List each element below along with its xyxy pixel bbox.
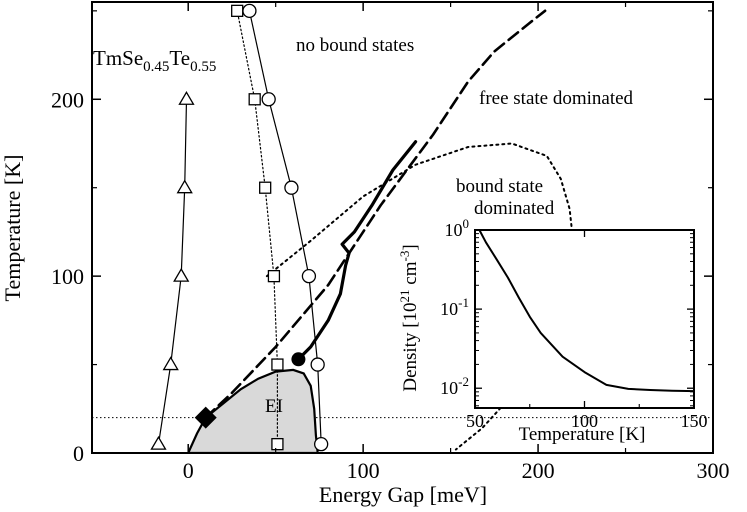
- triangle-marker-2: [173, 267, 190, 282]
- x-tick-label-2: 200: [522, 458, 555, 483]
- material-label: TmSe0.45Te0.55: [93, 46, 216, 75]
- material-sub2: 0.55: [190, 59, 216, 75]
- inset-background: [475, 230, 694, 408]
- x-tick-label-1: 100: [347, 458, 380, 483]
- inset-y-tick-exponent: -2: [458, 374, 469, 389]
- triangle-marker-3: [176, 179, 193, 194]
- series-dashed-line: [204, 9, 547, 419]
- triangle-marker-4: [178, 90, 195, 105]
- label-free-state-dominated: free state dominated: [479, 88, 634, 109]
- square-marker-0: [271, 438, 284, 451]
- inset-curve-layer: [478, 230, 694, 393]
- inset-y-tick-exponent: -1: [458, 295, 469, 310]
- inset-y-axis-title: Density [1021 cm-3]: [397, 244, 421, 391]
- x-axis-title: Energy Gap [meV]: [319, 482, 487, 507]
- circle-marker-2: [301, 268, 317, 284]
- circle-marker-4: [261, 92, 276, 107]
- x-tick-label-0: 0: [183, 458, 194, 483]
- critical-point-diamond: [194, 406, 217, 429]
- series-circle-line: [248, 10, 322, 445]
- inset-y-tick-base: 10: [440, 378, 458, 398]
- inset-ylabel-sup1: 21: [397, 289, 412, 302]
- y-axis-title: Temperature [K]: [0, 155, 25, 302]
- inset-y-tick-label-2: 10-2: [440, 374, 469, 398]
- x-tick-label-3: 300: [697, 458, 730, 483]
- inset-ylabel-end: ]: [400, 244, 421, 250]
- square-marker-3: [259, 181, 272, 194]
- inset-x-tick-label-2: 150: [681, 411, 708, 431]
- inset-x-tick-label-0: 50: [466, 411, 484, 431]
- material-sub1: 0.45: [143, 59, 169, 75]
- y-tick-label-2: 200: [51, 87, 84, 112]
- inset-ylabel-mid: cm: [400, 261, 421, 289]
- square-marker-1: [271, 358, 284, 371]
- square-marker-4: [248, 93, 261, 106]
- label-ei: EI: [265, 396, 283, 417]
- endpoint-filled-circle: [291, 352, 306, 367]
- triangle-marker-0: [150, 435, 167, 450]
- square-marker-2: [267, 269, 281, 283]
- material-base: TmSe: [93, 46, 143, 70]
- circle-marker-1: [310, 357, 325, 372]
- inset-y-tick-base: 10: [440, 299, 458, 319]
- label-no-bound-states: no bound states: [296, 35, 414, 56]
- label-bound-state-line1: bound state: [456, 176, 543, 197]
- series-thick-solid-line: [296, 140, 418, 361]
- label-bound-state-line2: dominated: [474, 198, 555, 219]
- inset-y-tick-label-1: 10-1: [440, 295, 469, 319]
- plot-frame: [91, 1, 714, 454]
- circle-marker-3: [284, 180, 299, 195]
- material-mid: Te: [169, 46, 190, 70]
- inset-y-tick-label-0: 100: [445, 216, 470, 240]
- inset-density-curve: [478, 230, 694, 393]
- inset-y-tick-exponent: 0: [463, 216, 470, 231]
- circle-marker-0: [314, 437, 329, 452]
- marker-layer: [150, 3, 329, 452]
- square-marker-5: [231, 4, 244, 17]
- inset-x-tick-label-1: 100: [571, 411, 598, 431]
- inset-x-axis-title: Temperature [K]: [519, 424, 646, 445]
- inset-ylabel-main: Density [10: [400, 302, 421, 391]
- inset-ylabel-sup2: -3: [397, 251, 412, 262]
- y-tick-label-0: 0: [73, 441, 84, 466]
- triangle-marker-1: [162, 356, 179, 371]
- y-tick-label-1: 100: [51, 264, 84, 289]
- inset-y-tick-base: 10: [445, 220, 463, 240]
- series-square-line: [236, 10, 278, 445]
- circle-marker-5: [242, 3, 257, 18]
